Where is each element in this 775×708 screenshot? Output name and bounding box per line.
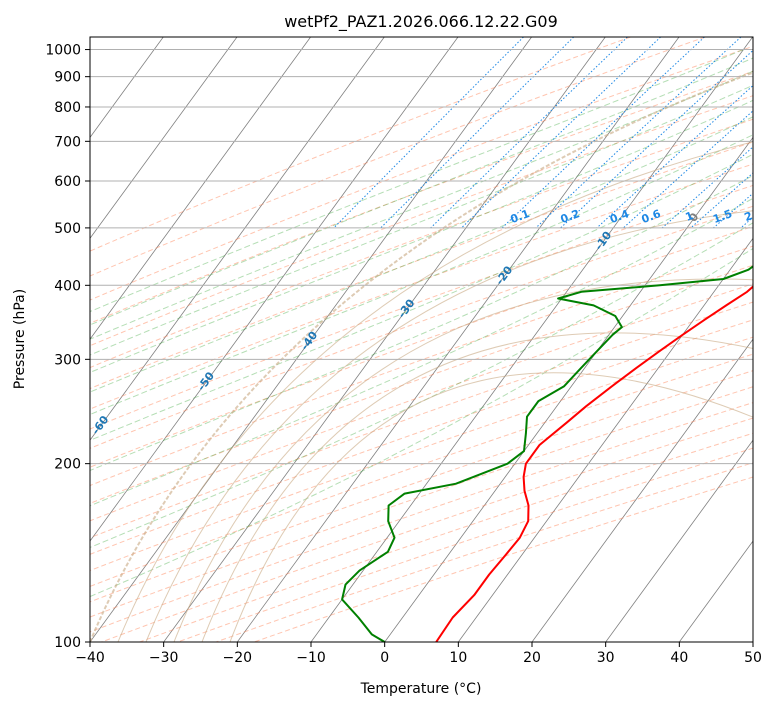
temperature-profile-line <box>435 285 753 642</box>
x-axis-title: Temperature (°C) <box>360 681 482 697</box>
y-tick-label: 400 <box>54 278 81 294</box>
mixing-ratio-line <box>461 37 661 229</box>
chart-title: wetPf2_PAZ1.2026.066.12.22.G09 <box>284 12 558 32</box>
y-tick-label: 1000 <box>45 43 81 59</box>
background-arc <box>145 210 753 642</box>
moist-adiabat-line <box>90 49 744 313</box>
isotherm-line <box>90 37 532 642</box>
moist-adiabat-line <box>90 174 753 472</box>
series-lines <box>341 265 753 642</box>
moist-adiabat-line <box>90 153 753 441</box>
isotherm-line <box>90 37 459 542</box>
moist-adiabat-line <box>90 99 753 373</box>
dewpoint-profile-line <box>341 265 753 642</box>
mixing-ratio-label: 0.1 <box>509 207 532 226</box>
x-tick-label: 0 <box>380 650 389 666</box>
mixing-ratio-label: 0.6 <box>640 207 663 226</box>
dry-adiabat-line <box>90 118 753 369</box>
moist-adiabat-line <box>90 84 753 356</box>
y-tick-label: 100 <box>54 635 81 651</box>
mixing-ratio-line <box>430 37 628 229</box>
mixing-ratio-label: 1 <box>684 209 696 224</box>
dry-adiabat-line <box>90 370 753 603</box>
background-arc <box>201 332 753 642</box>
y-tick-label: 600 <box>54 174 81 190</box>
plot-frame <box>89 36 754 643</box>
isotherm-line <box>90 37 385 441</box>
mixing-ratio-line <box>380 37 575 229</box>
moist-adiabat-line <box>90 197 753 507</box>
x-tick-label: −30 <box>149 650 179 666</box>
y-axis-title: Pressure (hPa) <box>12 289 28 389</box>
y-tick-label: 300 <box>54 352 81 368</box>
y-tick-label: 500 <box>54 221 81 237</box>
background-arc <box>229 372 753 642</box>
x-axis: −40 −30 −20 −10 0 10 20 30 40 50 <box>75 642 762 666</box>
isotherm-line <box>605 439 753 642</box>
mixing-ratio-line <box>623 110 753 229</box>
x-tick-label: 40 <box>670 650 688 666</box>
dry-adiabat-line <box>90 95 753 347</box>
dry-adiabat-line <box>90 353 753 587</box>
moist-adiabat-line <box>90 70 753 340</box>
dry-adiabat-line <box>90 37 631 252</box>
mixing-ratio-line <box>560 49 753 229</box>
x-tick-label: 20 <box>523 650 541 666</box>
y-tick-label: 900 <box>54 70 81 86</box>
y-tick-label: 800 <box>54 100 81 116</box>
x-tick-label: 50 <box>744 650 762 666</box>
background-lines <box>90 37 753 642</box>
moist-adiabat-line <box>90 57 753 326</box>
isotherm-line <box>90 37 311 340</box>
pressure-grid <box>90 49 753 642</box>
dry-adiabat-line <box>90 70 753 324</box>
isotherm-line <box>90 37 238 240</box>
dry-adiabat-line <box>90 45 753 301</box>
isotherm-line <box>163 37 606 642</box>
mixing-ratio-label: 1.5 <box>711 207 734 226</box>
dry-adiabat-line <box>90 336 753 572</box>
x-tick-label: 10 <box>449 650 467 666</box>
isotherm-line <box>236 37 680 642</box>
mixing-ratio-line <box>596 84 753 229</box>
dry-adiabat-line <box>90 184 753 430</box>
y-tick-label: 700 <box>54 134 81 150</box>
isotherm-line <box>457 237 753 642</box>
moist-adiabat-line <box>90 134 753 416</box>
y-tick-label: 200 <box>54 457 81 473</box>
dry-adiabat-line <box>90 386 753 618</box>
x-tick-label: −20 <box>223 650 253 666</box>
mixing-ratio-label: 0.4 <box>608 207 631 226</box>
x-tick-label: −10 <box>296 650 326 666</box>
background-arc <box>173 278 753 642</box>
x-tick-label: −40 <box>75 650 105 666</box>
y-axis: 1000 900 800 700 600 500 400 300 200 100 <box>45 43 90 651</box>
dry-adiabat-line <box>90 37 706 277</box>
x-tick-label: 30 <box>597 650 615 666</box>
mixing-ratio-label: 2 <box>743 209 755 224</box>
mixing-ratio-label: 0.2 <box>559 207 582 226</box>
background-arc <box>117 141 753 642</box>
dry-adiabat-line <box>90 163 753 410</box>
mixing-ratio-line <box>690 172 753 229</box>
